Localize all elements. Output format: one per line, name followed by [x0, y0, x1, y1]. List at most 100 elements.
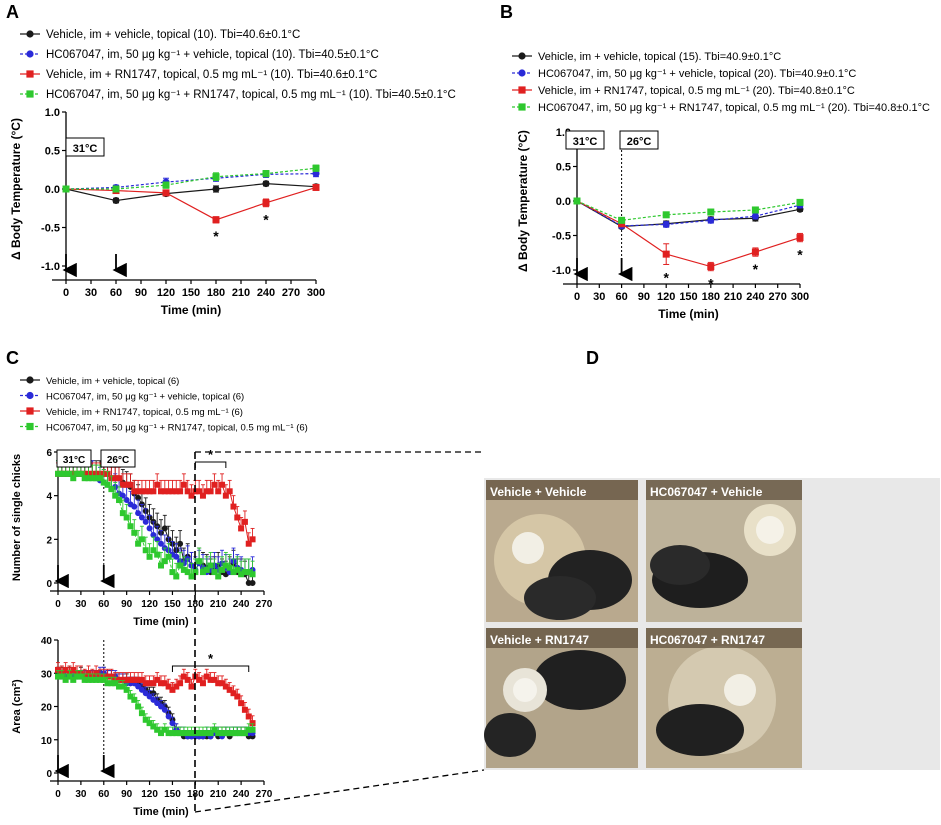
data-point — [230, 690, 237, 697]
data-point — [142, 716, 149, 723]
data-point — [154, 551, 161, 558]
temp-box-a: 31°C — [65, 137, 105, 157]
data-point — [796, 198, 804, 206]
data-point — [312, 183, 320, 191]
y-axis-label: Δ Body Temperature (°C) — [9, 118, 23, 260]
data-point — [238, 525, 245, 532]
panel-letter-d: D — [586, 348, 599, 368]
data-point — [226, 488, 233, 495]
data-point — [116, 475, 123, 482]
data-point — [177, 562, 184, 569]
data-point — [162, 181, 170, 189]
temp-box-b1: 31°C — [565, 130, 605, 150]
data-point — [116, 497, 123, 504]
data-point — [89, 676, 96, 683]
y-tick-label: 0.0 — [556, 196, 571, 208]
x-tick-label: 270 — [769, 291, 787, 303]
data-point — [203, 566, 210, 573]
svg-text:26°C: 26°C — [627, 136, 652, 148]
photo-hc067047-vehicle: HC067047 + Vehicle — [646, 480, 802, 622]
data-point — [184, 569, 191, 576]
x-tick-label: 90 — [121, 789, 133, 800]
data-point — [212, 173, 220, 181]
data-point — [116, 676, 123, 683]
data-point — [81, 475, 88, 482]
data-point — [100, 479, 107, 486]
data-point — [203, 488, 210, 495]
data-point — [707, 263, 715, 271]
data-point — [211, 726, 218, 733]
x-tick-label: 90 — [121, 599, 133, 610]
y-tick-label: 1.0 — [45, 107, 60, 119]
data-point — [150, 547, 157, 554]
svg-text:26°C: 26°C — [107, 455, 129, 466]
data-point — [226, 730, 233, 737]
data-point — [100, 676, 107, 683]
data-point — [188, 573, 195, 580]
x-tick-label: 240 — [257, 287, 275, 299]
x-tick-label: 90 — [638, 291, 650, 303]
data-point — [618, 216, 626, 224]
data-point — [196, 488, 203, 495]
data-point — [173, 573, 180, 580]
data-point — [131, 676, 138, 683]
data-point — [127, 693, 134, 700]
data-point — [226, 686, 233, 693]
x-tick-label: 180 — [187, 599, 204, 610]
x-tick-label: 150 — [164, 789, 181, 800]
data-point — [131, 488, 138, 495]
data-point — [93, 670, 100, 677]
data-point — [123, 686, 130, 693]
y-tick-label: 0.5 — [556, 162, 571, 174]
data-point — [161, 680, 168, 687]
significance-star: * — [797, 247, 803, 263]
data-point — [119, 683, 126, 690]
legend-label: HC067047, im, 50 μg kg⁻¹ + RN1747, topic… — [46, 89, 456, 101]
legend-label: HC067047, im, 50 μg kg⁻¹ + vehicle, topi… — [46, 392, 244, 403]
legend-marker — [518, 86, 526, 94]
data-point — [161, 558, 168, 565]
legend-label: Vehicle, im + RN1747, topical, 0.5 mg mL… — [46, 407, 243, 418]
panel-letter-b: B — [500, 2, 513, 22]
data-point — [146, 720, 153, 727]
series-line — [65, 173, 317, 190]
panel-letter-a: A — [6, 2, 19, 22]
series-line — [576, 200, 801, 268]
legend-label: Vehicle, im + RN1747, topical, 0.5 mg mL… — [538, 85, 855, 97]
data-point — [161, 726, 168, 733]
significance-star: * — [663, 269, 669, 285]
data-point — [262, 199, 270, 207]
x-tick-label: 60 — [615, 291, 627, 303]
data-point — [165, 488, 172, 495]
significance-star: * — [208, 447, 214, 462]
data-point — [212, 185, 220, 193]
y-tick-label: -1.0 — [552, 265, 571, 277]
x-tick-label: 60 — [110, 287, 122, 299]
svg-text:HC067047 + Vehicle: HC067047 + Vehicle — [650, 485, 763, 499]
data-point — [196, 558, 203, 565]
data-point — [230, 569, 237, 576]
x-tick-label: 300 — [307, 287, 325, 299]
significance-star: * — [208, 651, 214, 666]
data-point — [108, 673, 115, 680]
data-point — [707, 216, 715, 224]
chart-a: -1.0 -0.5 0.0 0.5 1.0 0 30 60 90 120 150 180 210 240 2… — [9, 107, 325, 317]
data-point — [131, 503, 138, 510]
data-point — [135, 488, 142, 495]
legend-marker — [518, 69, 526, 77]
data-point — [62, 676, 69, 683]
legend-label: Vehicle, im + RN1747, topical, 0.5 mg mL… — [46, 69, 377, 81]
data-point — [135, 540, 142, 547]
data-point — [249, 580, 256, 586]
data-point — [199, 730, 206, 737]
zoom-line-bottom — [194, 769, 485, 813]
x-tick-label: 0 — [55, 599, 61, 610]
data-point — [173, 683, 180, 690]
data-point — [751, 206, 759, 214]
legend-marker — [26, 391, 34, 400]
y-tick-label: 40 — [41, 636, 53, 647]
data-point — [219, 481, 226, 488]
data-point — [230, 730, 237, 737]
data-point — [751, 248, 759, 256]
data-point — [161, 706, 168, 713]
